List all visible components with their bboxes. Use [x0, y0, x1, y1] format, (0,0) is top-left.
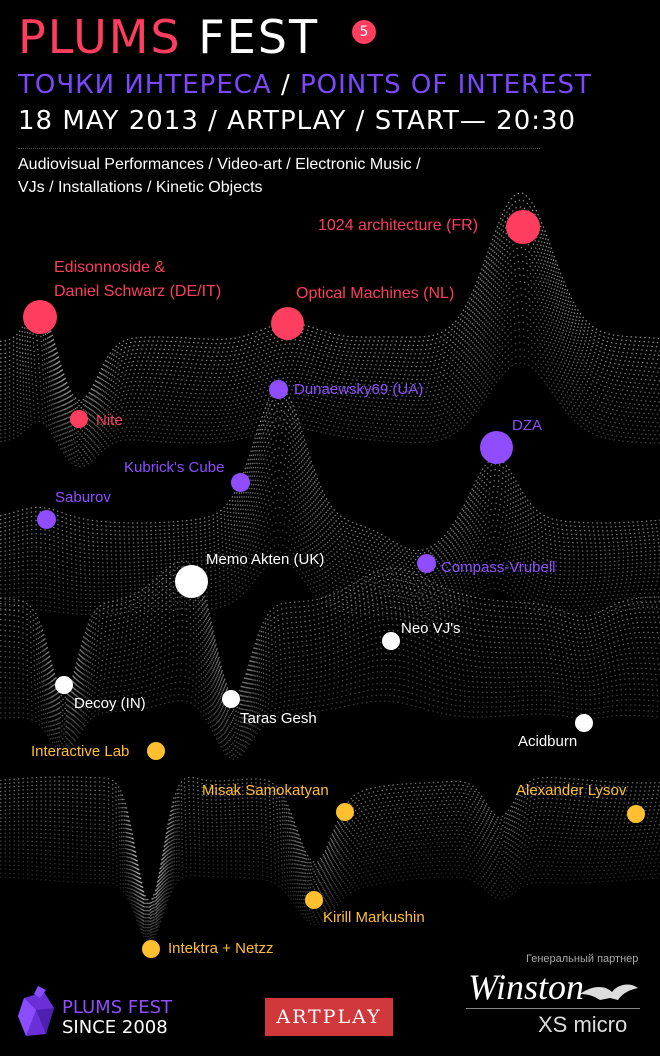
sponsor-brand: Winston	[468, 966, 584, 1008]
poi-dot-dunaewsky69[interactable]	[269, 380, 288, 399]
eagle-icon	[578, 978, 640, 1008]
date-venue-line: 18 MAY 2013 / ARTPLAY / START— 20:30	[18, 106, 576, 136]
wave-line	[0, 448, 660, 575]
poi-label-kubricks-cube: Kubrick's Cube	[124, 459, 224, 476]
sponsor-label: Генеральный партнер	[526, 953, 638, 965]
subtitle: ТОЧКИ ИНТЕРЕСА / POINTS OF INTEREST	[18, 70, 592, 100]
poi-label-acidburn: Acidburn	[518, 733, 577, 750]
wave-line	[0, 871, 660, 940]
poi-dot-alexander-lysov[interactable]	[627, 805, 645, 823]
footer-logo-line1: PLUMS FEST	[62, 998, 172, 1018]
description-line-2: VJs / Installations / Kinetic Objects	[18, 176, 421, 199]
poi-label-decoy: Decoy (IN)	[74, 695, 146, 712]
title-fest: FEST	[198, 10, 319, 64]
poi-label-dza: DZA	[512, 417, 542, 434]
poi-dot-neo-vjs[interactable]	[382, 632, 400, 650]
wave-line	[0, 627, 660, 728]
wave-line	[0, 411, 660, 560]
subtitle-en: POINTS OF INTEREST	[300, 70, 592, 100]
poi-label-alexander-lysov: Alexander Lysov	[516, 782, 626, 799]
wave-line	[0, 809, 660, 917]
wave-line	[0, 805, 660, 915]
poi-label-dunaewsky69: Dunaewsky69 (UA)	[294, 381, 423, 398]
poi-dot-saburov[interactable]	[37, 510, 56, 529]
poi-dot-decoy[interactable]	[55, 676, 73, 694]
poi-label-kirill-markushin: Kirill Markushin	[323, 909, 425, 926]
poi-dot-kirill-markushin[interactable]	[305, 891, 323, 909]
poi-label-edisonnoside-1: Edisonnoside &	[54, 259, 165, 277]
poi-label-neo-vjs: Neo VJ's	[401, 620, 461, 637]
subtitle-separator: /	[281, 70, 291, 100]
wave-line	[0, 573, 660, 702]
poi-dot-compass-vrubell[interactable]	[417, 554, 436, 573]
description-line-1: Audiovisual Performances / Video-art / E…	[18, 153, 421, 176]
wave-line	[0, 455, 660, 578]
poi-label-misak-samokatyan: Misak Samokatyan	[202, 782, 329, 799]
festival-title: PLUMS FEST	[18, 10, 319, 64]
poi-label-taras-gesh: Taras Gesh	[240, 710, 317, 727]
poi-label-interactive-lab: Interactive Lab	[31, 743, 129, 760]
poi-dot-optical-machines[interactable]	[271, 307, 304, 340]
wave-line	[0, 561, 660, 696]
sponsor-divider	[466, 1008, 640, 1009]
title-plums: PLUMS	[18, 10, 182, 64]
poi-label-nite: Nite	[96, 412, 123, 429]
poi-dot-1024-architecture[interactable]	[506, 210, 540, 244]
wave-line	[0, 821, 660, 922]
poi-dot-misak-samokatyan[interactable]	[336, 803, 354, 821]
poi-dot-nite[interactable]	[70, 410, 88, 428]
wave-line	[0, 440, 660, 571]
artplay-logo: ARTPLAY	[265, 998, 393, 1036]
poi-label-saburov: Saburov	[55, 489, 111, 506]
poi-label-1024-architecture: 1024 architecture (FR)	[318, 217, 478, 235]
poi-dot-intektra-netzz[interactable]	[142, 940, 160, 958]
wave-line	[0, 214, 660, 409]
poi-dot-memo-akten[interactable]	[175, 565, 208, 598]
wave-line	[0, 493, 660, 593]
poi-label-intektra-netzz: Intektra + Netzz	[168, 940, 273, 957]
edition-badge: 5	[352, 20, 376, 44]
poi-dot-acidburn[interactable]	[575, 714, 593, 732]
description: Audiovisual Performances / Video-art / E…	[18, 153, 421, 199]
wave-line	[0, 793, 660, 910]
subtitle-ru: ТОЧКИ ИНТЕРЕСА	[18, 70, 272, 100]
poi-dot-taras-gesh[interactable]	[222, 690, 240, 708]
plum-logo-icon	[16, 986, 56, 1038]
footer-festival-logo: PLUMS FEST SINCE 2008	[62, 998, 172, 1038]
header-divider	[18, 148, 540, 149]
poi-label-edisonnoside-2: Daniel Schwarz (DE/IT)	[54, 283, 221, 301]
poi-label-compass-vrubell: Compass-Vrubell	[441, 559, 556, 576]
poi-dot-edisonnoside[interactable]	[23, 300, 57, 334]
wave-line	[0, 545, 660, 616]
wave-line	[0, 801, 660, 914]
wave-line	[0, 530, 660, 609]
poi-dot-interactive-lab[interactable]	[147, 742, 165, 760]
poi-dot-dza[interactable]	[480, 431, 513, 464]
poi-label-memo-akten: Memo Akten (UK)	[206, 551, 324, 568]
poi-label-optical-machines: Optical Machines (NL)	[296, 285, 454, 303]
poi-dot-kubricks-cube[interactable]	[231, 473, 250, 492]
sponsor-sub: XS micro	[538, 1012, 627, 1038]
footer-logo-line2: SINCE 2008	[62, 1018, 172, 1038]
